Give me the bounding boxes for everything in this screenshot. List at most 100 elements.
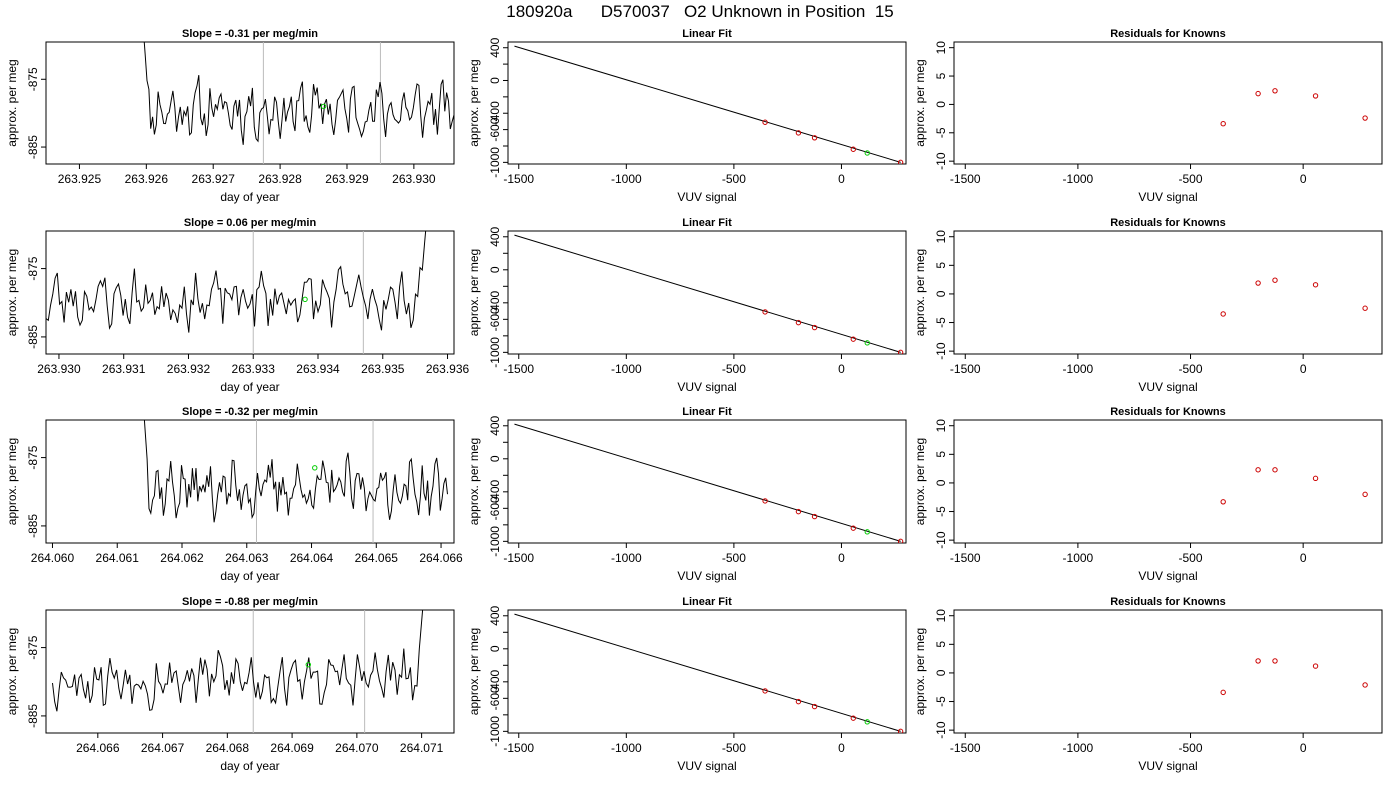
x-axis-label: VUV signal bbox=[677, 380, 736, 394]
panel-r3c3: Residuals for Knowns -1500 -1000 -500 0 VUV s… bbox=[913, 406, 1383, 583]
residual-point bbox=[1272, 277, 1278, 283]
y-tick-label: -875 bbox=[26, 67, 40, 91]
known-standard-point bbox=[795, 319, 802, 326]
known-standard-point bbox=[795, 130, 802, 136]
residual-point bbox=[1255, 280, 1261, 286]
y-axis-label: approx. per meg bbox=[5, 438, 19, 525]
x-tick-label: 264.061 bbox=[96, 551, 140, 565]
x-tick-label: -500 bbox=[722, 172, 746, 186]
residual-point bbox=[1272, 658, 1278, 664]
plot-frame bbox=[507, 41, 907, 165]
y-tick-label: -1000 bbox=[488, 337, 502, 368]
panel-r3c1: Slope = -0.32 per meg/min 264.060 264.061 2… bbox=[5, 406, 463, 583]
known-standard-point bbox=[762, 688, 768, 694]
known-standard-point bbox=[811, 513, 818, 520]
x-tick-label: -500 bbox=[1179, 362, 1203, 376]
fit-line bbox=[514, 613, 901, 732]
x-tick-label: 263.931 bbox=[102, 362, 146, 376]
y-axis-label: approx. per meg bbox=[913, 438, 927, 525]
x-tick-label: 0 bbox=[1300, 741, 1307, 755]
panel-title: Linear Fit bbox=[682, 28, 732, 40]
plot-area bbox=[514, 234, 904, 354]
x-tick-label: -1000 bbox=[611, 551, 642, 565]
unknown-sample-point bbox=[864, 529, 870, 535]
residual-point bbox=[1220, 121, 1226, 127]
x-axis-label: VUV signal bbox=[677, 759, 736, 773]
x-tick-label: -500 bbox=[722, 741, 746, 755]
known-standard-point bbox=[795, 698, 802, 705]
y-tick-label: 5 bbox=[934, 641, 948, 648]
x-tick-label: 0 bbox=[838, 551, 845, 565]
panel-title: Linear Fit bbox=[682, 217, 732, 229]
y-tick-label: -400 bbox=[488, 290, 502, 314]
y-tick-label: -600 bbox=[488, 117, 502, 141]
residual-point bbox=[1272, 467, 1278, 473]
y-tick-label: 400 bbox=[488, 415, 502, 435]
plot-area bbox=[514, 423, 904, 543]
x-tick-label: 263.933 bbox=[232, 362, 276, 376]
y-tick-label: -10 bbox=[934, 152, 948, 170]
x-tick-label: -1000 bbox=[1063, 362, 1094, 376]
residual-point bbox=[1220, 689, 1226, 696]
y-tick-label: -10 bbox=[934, 342, 948, 360]
x-tick-label: 263.935 bbox=[361, 362, 405, 376]
x-tick-label: 263.928 bbox=[258, 172, 302, 186]
y-tick-label: -885 bbox=[26, 514, 40, 538]
x-tick-label: -1000 bbox=[1063, 741, 1094, 755]
y-tick-label: -1000 bbox=[488, 716, 502, 747]
residual-point bbox=[1255, 658, 1261, 664]
panel-title: Slope = -0.88 per meg/min bbox=[182, 596, 318, 608]
plot-frame bbox=[953, 41, 1383, 165]
plot-area bbox=[143, 42, 454, 164]
y-axis-label: approx. per meg bbox=[467, 59, 481, 146]
y-tick-label: -600 bbox=[488, 496, 502, 520]
y-tick-label: -400 bbox=[488, 101, 502, 125]
known-standard-point bbox=[850, 336, 856, 342]
y-tick-label: 10 bbox=[934, 230, 948, 244]
x-tick-label: 0 bbox=[838, 172, 845, 186]
known-standard-point bbox=[897, 728, 904, 733]
plot-area bbox=[143, 420, 448, 543]
known-standard-point bbox=[811, 324, 818, 331]
residual-point bbox=[1272, 88, 1278, 94]
known-standard-point bbox=[762, 119, 768, 125]
known-standard-point bbox=[811, 703, 818, 710]
x-tick-label: -1000 bbox=[611, 172, 642, 186]
plot-area bbox=[1220, 88, 1368, 127]
fit-line bbox=[514, 234, 901, 353]
known-standard-point bbox=[795, 508, 802, 515]
plot-area bbox=[514, 45, 904, 164]
y-tick-label: -1000 bbox=[488, 526, 502, 557]
x-tick-label: -1500 bbox=[950, 551, 981, 565]
x-tick-label: 263.930 bbox=[392, 172, 436, 186]
panel-r2c1: Slope = 0.06 per meg/min 263.930 263.931 26… bbox=[5, 217, 470, 394]
x-axis-label: VUV signal bbox=[1138, 380, 1197, 394]
y-tick-label: 10 bbox=[934, 609, 948, 623]
y-tick-label: 0 bbox=[934, 669, 948, 676]
y-tick-label: -5 bbox=[934, 317, 948, 328]
plot-frame bbox=[507, 609, 907, 734]
x-axis-label: day of year bbox=[220, 759, 279, 773]
y-tick-label: -1000 bbox=[488, 147, 502, 178]
known-standard-point bbox=[850, 715, 856, 721]
x-tick-label: 263.934 bbox=[296, 362, 340, 376]
y-tick-label: -875 bbox=[26, 445, 40, 469]
x-tick-label: -1500 bbox=[503, 551, 534, 565]
plot-area bbox=[46, 231, 427, 354]
plot-frame bbox=[507, 419, 907, 544]
y-axis-label: approx. per meg bbox=[913, 59, 927, 146]
residual-point bbox=[1362, 491, 1368, 498]
fit-line bbox=[514, 423, 901, 542]
residual-point bbox=[1362, 682, 1368, 688]
x-axis-label: day of year bbox=[220, 190, 279, 204]
y-tick-label: 400 bbox=[488, 226, 502, 246]
x-tick-label: 264.069 bbox=[270, 741, 314, 755]
x-tick-label: 264.071 bbox=[400, 741, 444, 755]
panel-title: Residuals for Knowns bbox=[1110, 406, 1226, 418]
y-axis-label: approx. per meg bbox=[467, 628, 481, 715]
known-standard-point bbox=[850, 525, 856, 531]
residual-point bbox=[1255, 90, 1261, 97]
